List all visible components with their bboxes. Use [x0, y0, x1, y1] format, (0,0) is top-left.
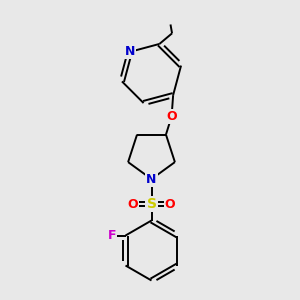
Text: O: O — [166, 110, 177, 123]
Text: O: O — [128, 197, 138, 211]
Text: F: F — [108, 229, 116, 242]
Text: S: S — [146, 197, 157, 211]
Text: O: O — [165, 197, 176, 211]
Text: N: N — [146, 172, 157, 186]
Text: N: N — [125, 45, 135, 58]
